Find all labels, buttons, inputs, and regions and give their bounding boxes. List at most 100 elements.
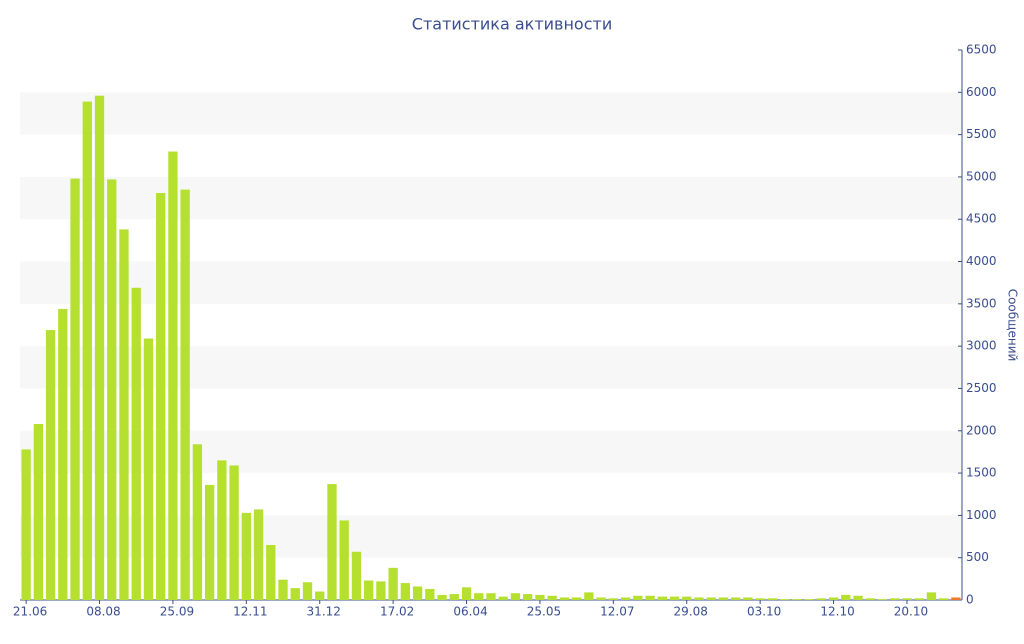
y-tick-label: 4500 bbox=[966, 212, 997, 226]
bar bbox=[755, 598, 765, 600]
bar bbox=[278, 579, 288, 600]
bar bbox=[902, 598, 912, 600]
bar bbox=[596, 597, 606, 600]
bar bbox=[620, 597, 631, 600]
bar bbox=[779, 599, 790, 600]
bar bbox=[816, 598, 826, 600]
bar bbox=[853, 595, 863, 600]
bar bbox=[412, 586, 423, 600]
bar bbox=[939, 598, 949, 600]
x-tick-label: 08.08 bbox=[86, 605, 120, 619]
x-tick-label: 12.10 bbox=[820, 605, 854, 619]
bar bbox=[633, 595, 643, 600]
y-tick-label: 3500 bbox=[966, 296, 997, 310]
bar bbox=[241, 512, 251, 600]
bar bbox=[926, 592, 937, 600]
bar bbox=[266, 545, 276, 600]
bar bbox=[33, 424, 43, 600]
bar bbox=[425, 589, 435, 600]
x-tick-label: 21.06 bbox=[13, 605, 47, 619]
bar bbox=[682, 596, 692, 600]
bar bbox=[718, 597, 729, 600]
y-tick-label: 4000 bbox=[966, 254, 997, 268]
y-tick-label: 5500 bbox=[966, 127, 997, 141]
bar bbox=[180, 189, 190, 600]
y-tick-label: 2000 bbox=[966, 423, 997, 437]
bar bbox=[229, 465, 239, 600]
y-tick-label: 1500 bbox=[966, 466, 997, 480]
bar bbox=[571, 597, 582, 600]
y-tick-label: 6500 bbox=[966, 43, 997, 57]
bar bbox=[315, 591, 325, 600]
y-tick-label: 2500 bbox=[966, 381, 997, 395]
bar bbox=[119, 229, 129, 600]
y-tick-label: 500 bbox=[966, 550, 989, 564]
y-tick-label: 1000 bbox=[966, 508, 997, 522]
x-tick-label: 25.09 bbox=[160, 605, 194, 619]
bar bbox=[21, 449, 31, 600]
bar bbox=[584, 592, 594, 600]
y-axis-label: Сообщений bbox=[1006, 289, 1020, 362]
bar bbox=[376, 581, 386, 600]
x-tick-label: 12.07 bbox=[600, 605, 634, 619]
bar bbox=[865, 598, 875, 600]
bar bbox=[951, 597, 961, 600]
bar bbox=[156, 193, 166, 600]
bar bbox=[253, 509, 264, 600]
x-tick-label: 29.08 bbox=[674, 605, 708, 619]
bar bbox=[510, 593, 521, 600]
bar bbox=[669, 596, 680, 600]
grid-band bbox=[20, 92, 962, 135]
bar bbox=[474, 593, 484, 600]
bar bbox=[767, 598, 778, 600]
bar bbox=[792, 599, 802, 600]
bar bbox=[547, 595, 557, 600]
bar bbox=[45, 330, 56, 600]
bar bbox=[523, 594, 533, 600]
chart-title: Статистика активности bbox=[412, 15, 612, 34]
bar bbox=[351, 551, 362, 600]
bar bbox=[339, 520, 349, 600]
y-tick-label: 6000 bbox=[966, 85, 997, 99]
bar bbox=[608, 598, 618, 600]
bar bbox=[192, 444, 203, 600]
y-tick-label: 5000 bbox=[966, 169, 997, 183]
bar bbox=[914, 598, 924, 600]
y-tick-label: 0 bbox=[966, 593, 974, 607]
bar bbox=[107, 179, 117, 600]
bar bbox=[461, 587, 472, 600]
bar bbox=[82, 101, 92, 600]
bar bbox=[327, 484, 337, 600]
bar bbox=[302, 582, 313, 600]
bar bbox=[743, 597, 753, 600]
bar bbox=[890, 598, 900, 600]
bar bbox=[94, 95, 105, 600]
x-tick-label: 06.04 bbox=[453, 605, 487, 619]
y-tick-label: 3000 bbox=[966, 339, 997, 353]
bar bbox=[400, 583, 411, 600]
bar bbox=[437, 594, 447, 600]
bar bbox=[877, 599, 888, 600]
bar bbox=[143, 338, 154, 600]
bar bbox=[204, 484, 215, 600]
x-tick-label: 25.05 bbox=[527, 605, 561, 619]
x-tick-label: 20.10 bbox=[894, 605, 928, 619]
bar bbox=[828, 597, 839, 600]
bar bbox=[70, 178, 80, 600]
bar bbox=[388, 567, 398, 600]
bar bbox=[694, 597, 704, 600]
bar bbox=[168, 151, 178, 601]
bar bbox=[645, 595, 655, 600]
x-tick-label: 17.02 bbox=[380, 605, 414, 619]
bar bbox=[498, 596, 508, 600]
bar bbox=[58, 308, 68, 600]
bar bbox=[486, 593, 496, 600]
bar bbox=[706, 597, 716, 600]
bar bbox=[731, 597, 741, 600]
bar bbox=[535, 594, 545, 600]
bar bbox=[217, 460, 227, 600]
bar bbox=[804, 599, 814, 600]
x-tick-label: 12.11 bbox=[233, 605, 267, 619]
bar bbox=[559, 597, 570, 600]
